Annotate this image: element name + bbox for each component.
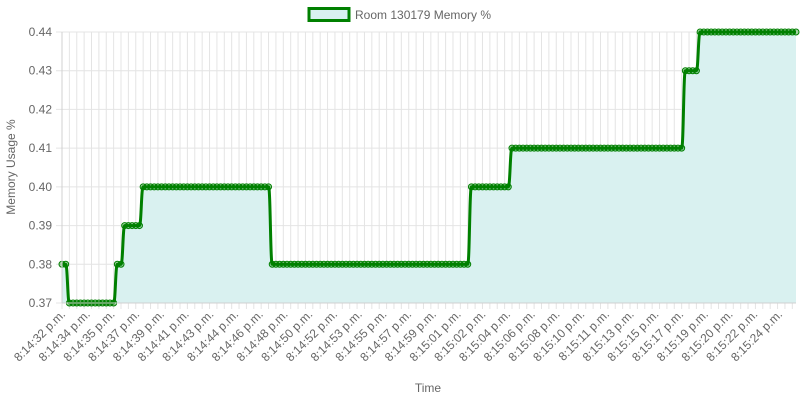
area-layer — [62, 30, 796, 305]
data-point[interactable] — [678, 144, 686, 152]
data-point[interactable] — [464, 260, 472, 268]
y-tick-label: 0.43 — [29, 64, 53, 78]
data-point[interactable] — [504, 183, 512, 191]
data-point[interactable] — [692, 67, 700, 75]
points-layer — [58, 28, 800, 307]
legend[interactable]: Room 130179 Memory % — [307, 7, 491, 22]
area-fill — [62, 32, 796, 303]
data-point[interactable] — [792, 28, 800, 36]
y-tick-label: 0.37 — [29, 296, 53, 310]
y-axis-title: Memory Usage % — [4, 119, 18, 215]
y-tick-label: 0.40 — [29, 180, 53, 194]
y-tick-label: 0.38 — [29, 257, 53, 271]
y-tick-label: 0.42 — [29, 102, 53, 116]
data-point[interactable] — [117, 260, 125, 268]
legend-swatch[interactable] — [307, 7, 351, 22]
x-axis-title: Time — [415, 381, 442, 395]
series-line — [62, 30, 796, 305]
legend-label[interactable]: Room 130179 Memory % — [355, 8, 491, 22]
y-tick-label: 0.41 — [29, 141, 53, 155]
data-point[interactable] — [62, 260, 70, 268]
y-tick-label: 0.44 — [29, 25, 53, 39]
data-point[interactable] — [265, 183, 273, 191]
y-tick-label: 0.39 — [29, 219, 53, 233]
data-point[interactable] — [135, 222, 143, 230]
